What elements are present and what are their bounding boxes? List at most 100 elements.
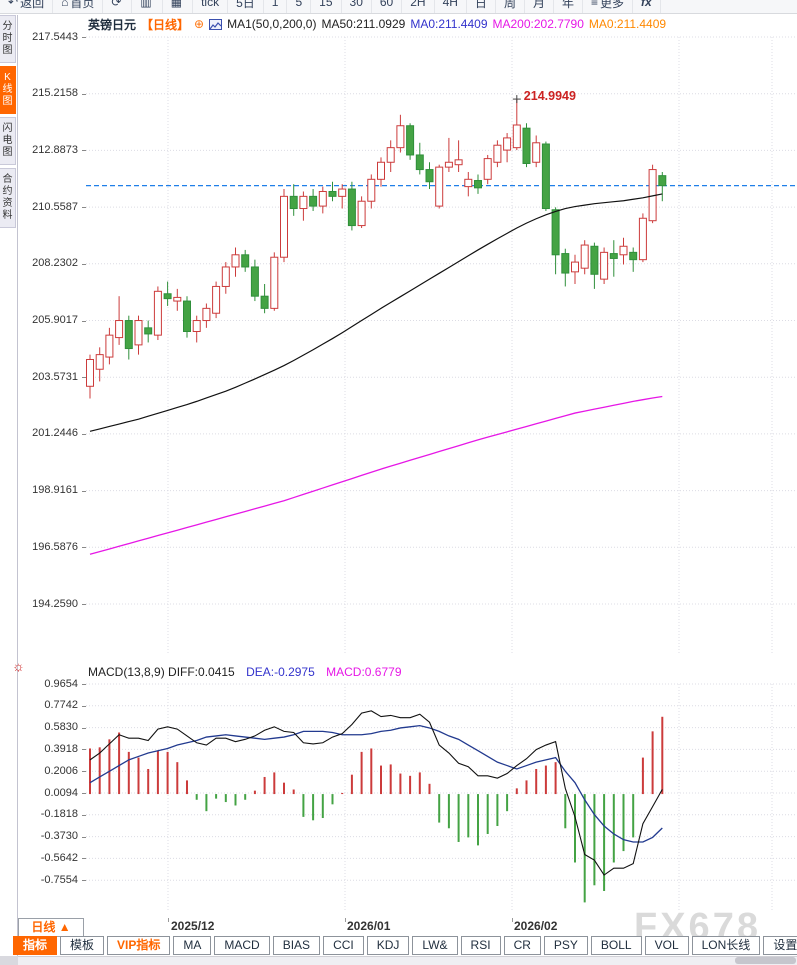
tab-kdj[interactable]: KDJ <box>366 936 410 955</box>
symbol-name: 英镑日元 <box>88 17 137 32</box>
volume-bars-icon: ▦ <box>170 0 183 9</box>
tab-ma[interactable]: MA <box>173 936 212 955</box>
macd-axis-label-tick <box>82 705 86 707</box>
macd-axis-label-tick <box>82 836 86 838</box>
tab-boll[interactable]: BOLL <box>590 936 642 955</box>
period-2h-button[interactable]: 2H <box>402 0 435 13</box>
macd-value: MACD:0.6779 <box>326 665 402 679</box>
period-year-button[interactable]: 年 <box>553 0 583 13</box>
macd-axis-label-tick <box>82 880 86 882</box>
bar-chart-icon: ▥ <box>140 0 152 9</box>
tab-vol[interactable]: VOL <box>644 936 689 955</box>
period-15-button[interactable]: 15 <box>311 0 342 13</box>
period-30-button-label: 30 <box>349 0 363 9</box>
price-axis-label: 210.5587 <box>32 200 78 213</box>
period-week-button[interactable]: 周 <box>495 0 525 13</box>
chart-style-button[interactable]: ▥ <box>132 0 163 13</box>
macd-chart[interactable] <box>0 660 797 918</box>
chart-type-sidebar: 分时图 K线图闪电图合约资料 <box>0 15 18 965</box>
ma0-orange-value: MA0:211.4409 <box>588 17 667 31</box>
more-button[interactable]: ≡ 更多 <box>582 0 634 13</box>
volume-button[interactable]: ▦ <box>162 0 194 13</box>
period-week-button-label: 周 <box>503 0 516 10</box>
ma-params-label: MA1(50,0,200,0) <box>227 17 317 31</box>
ma0-blue-value: MA0:211.4409 <box>410 17 488 31</box>
x-axis-label: 2025/12 <box>171 919 215 933</box>
scrollbar-corner <box>0 956 18 965</box>
price-axis-label-tick <box>82 93 86 95</box>
tab-time-chart[interactable]: 分时图 <box>0 15 16 63</box>
price-axis-label: 215.2158 <box>32 87 78 100</box>
price-axis-label: 212.8873 <box>32 143 78 156</box>
period-5-button[interactable]: 5 <box>287 0 312 13</box>
high-price-annotation: 214.9949 <box>524 89 576 103</box>
period-day-button[interactable]: 日 <box>466 0 496 13</box>
price-chart[interactable]: 214.9949 <box>0 33 797 660</box>
price-axis-label-tick <box>82 433 86 435</box>
period-tick-button-label: tick <box>201 0 220 9</box>
tab-kline-chart[interactable]: K线图 <box>0 66 16 114</box>
period-selector[interactable]: 日线 ▲ <box>18 918 84 937</box>
back-button-label: 返回 <box>20 0 45 10</box>
chart-title-row: 英镑日元 【日线】 ⊕ MA1(50,0,200,0) MA50:211.092… <box>88 16 671 32</box>
x-axis-tick <box>512 918 513 922</box>
refresh-button[interactable]: ⟳ <box>103 0 133 13</box>
tab-lon[interactable]: LON长线 <box>691 936 761 955</box>
period-60-button-label: 60 <box>379 0 394 9</box>
fx-button[interactable]: fx <box>633 0 661 13</box>
indicator-settings-icon[interactable]: ☼ <box>12 658 25 674</box>
macd-axis-label-tick <box>82 684 86 685</box>
back-arrow-icon: ↶ <box>8 0 19 9</box>
period-tick-button[interactable]: tick <box>193 0 229 13</box>
price-axis-label-tick <box>82 263 86 265</box>
price-axis-label-tick <box>82 37 86 38</box>
tab-lw[interactable]: LW& <box>412 936 458 955</box>
tab-indicator[interactable]: 指标 <box>13 936 58 955</box>
period-60-button[interactable]: 60 <box>371 0 403 13</box>
tab-cr[interactable]: CR <box>503 936 541 955</box>
macd-axis-label-tick <box>82 858 86 860</box>
top-toolbar: ↶ 返回 ⌂ 首页 ⟳ ▥ ▦ tick 5日 1 5 15 30 60 2H 4H 日周月年 ≡ 更多 fx <box>0 0 797 14</box>
tab-template[interactable]: 模板 <box>60 936 105 955</box>
kline-mini-icon <box>209 18 223 30</box>
indicator-tab-bar: 指标 模板 VIP指标 MA MACD BIAS CCI KDJ LW& RSI CR PSY BOLL… <box>13 936 797 956</box>
fx-button-label: fx <box>641 0 652 9</box>
period-1-button-label: 1 <box>271 0 279 9</box>
back-button[interactable]: ↶ 返回 <box>0 0 54 13</box>
tab-cci[interactable]: CCI <box>323 936 364 955</box>
period-4h-button[interactable]: 4H <box>434 0 467 13</box>
menu-icon: ≡ <box>590 0 598 9</box>
tab-rsi[interactable]: RSI <box>460 936 501 955</box>
home-button[interactable]: ⌂ 首页 <box>53 0 104 13</box>
macd-axis-label: -0.5642 <box>40 851 78 864</box>
period-1-button[interactable]: 1 <box>263 0 288 13</box>
more-button-label: 更多 <box>600 0 625 10</box>
home-button-label: 首页 <box>70 0 95 10</box>
tab-bias[interactable]: BIAS <box>272 936 321 955</box>
macd-axis-label: 0.9654 <box>44 677 78 690</box>
price-axis-label-tick <box>82 547 86 549</box>
tab-psy[interactable]: PSY <box>543 936 588 955</box>
macd-axis-label: 0.0094 <box>44 786 78 799</box>
period-30-button[interactable]: 30 <box>341 0 372 13</box>
period-5d-button[interactable]: 5日 <box>228 0 264 13</box>
tab-macd[interactable]: MACD <box>214 936 270 955</box>
price-axis-label-tick <box>82 207 86 209</box>
price-axis-label: 194.2590 <box>32 597 78 610</box>
home-icon: ⌂ <box>61 0 69 9</box>
x-axis-label: 2026/02 <box>514 919 558 933</box>
refresh-icon: ⟳ <box>111 0 122 9</box>
scrollbar-thumb[interactable] <box>735 957 796 964</box>
period-month-button[interactable]: 月 <box>524 0 554 13</box>
tab-lightning-chart[interactable]: 闪电图 <box>0 117 16 165</box>
period-15-button-label: 15 <box>319 0 333 9</box>
price-axis-label-tick <box>82 150 86 152</box>
macd-axis-label: -0.3730 <box>40 830 78 843</box>
tab-vip-indicator[interactable]: VIP指标 <box>107 936 171 955</box>
tab-settings[interactable]: 设置 <box>763 936 797 955</box>
add-indicator-icon[interactable]: ⊕ <box>194 17 205 31</box>
period-month-button-label: 月 <box>532 0 545 10</box>
tab-contract-info[interactable]: 合约资料 <box>0 168 16 228</box>
price-axis-label: 198.9161 <box>32 484 78 497</box>
price-axis-label: 208.2302 <box>32 257 78 270</box>
